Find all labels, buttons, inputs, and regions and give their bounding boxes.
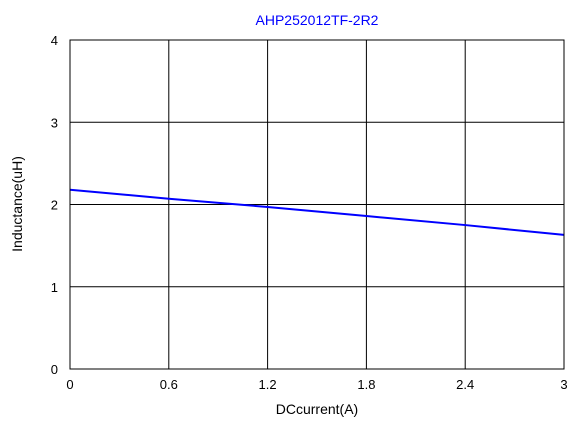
x-tick-label: 1.8 (357, 377, 375, 392)
y-tick-label: 2 (51, 198, 58, 213)
data-point (168, 198, 170, 200)
x-axis-ticks: 0 0.6 1.2 1.8 2.4 3 (66, 377, 567, 392)
y-tick-label: 1 (51, 280, 58, 295)
series-line (69, 188, 565, 236)
data-point (267, 206, 269, 208)
plot-frame (69, 39, 565, 370)
x-tick-label: 1.2 (259, 377, 277, 392)
y-tick-label: 0 (51, 362, 58, 377)
x-axis-label: DCcurrent(A) (276, 401, 358, 417)
y-axis-ticks: 0 1 2 3 4 (51, 33, 58, 377)
y-axis-label: Inductance(uH) (9, 156, 25, 252)
series-layer (69, 188, 565, 236)
y-tick-label: 4 (51, 33, 58, 48)
plot-area-border (69, 39, 565, 370)
x-tick-label: 3 (560, 377, 567, 392)
data-point (365, 215, 367, 217)
x-tick-label: 2.4 (456, 377, 474, 392)
x-tick-label: 0 (66, 377, 73, 392)
y-tick-label: 3 (51, 115, 58, 130)
data-point (464, 224, 466, 226)
chart-title: AHP252012TF-2R2 (256, 12, 379, 28)
x-tick-label: 0.6 (160, 377, 178, 392)
